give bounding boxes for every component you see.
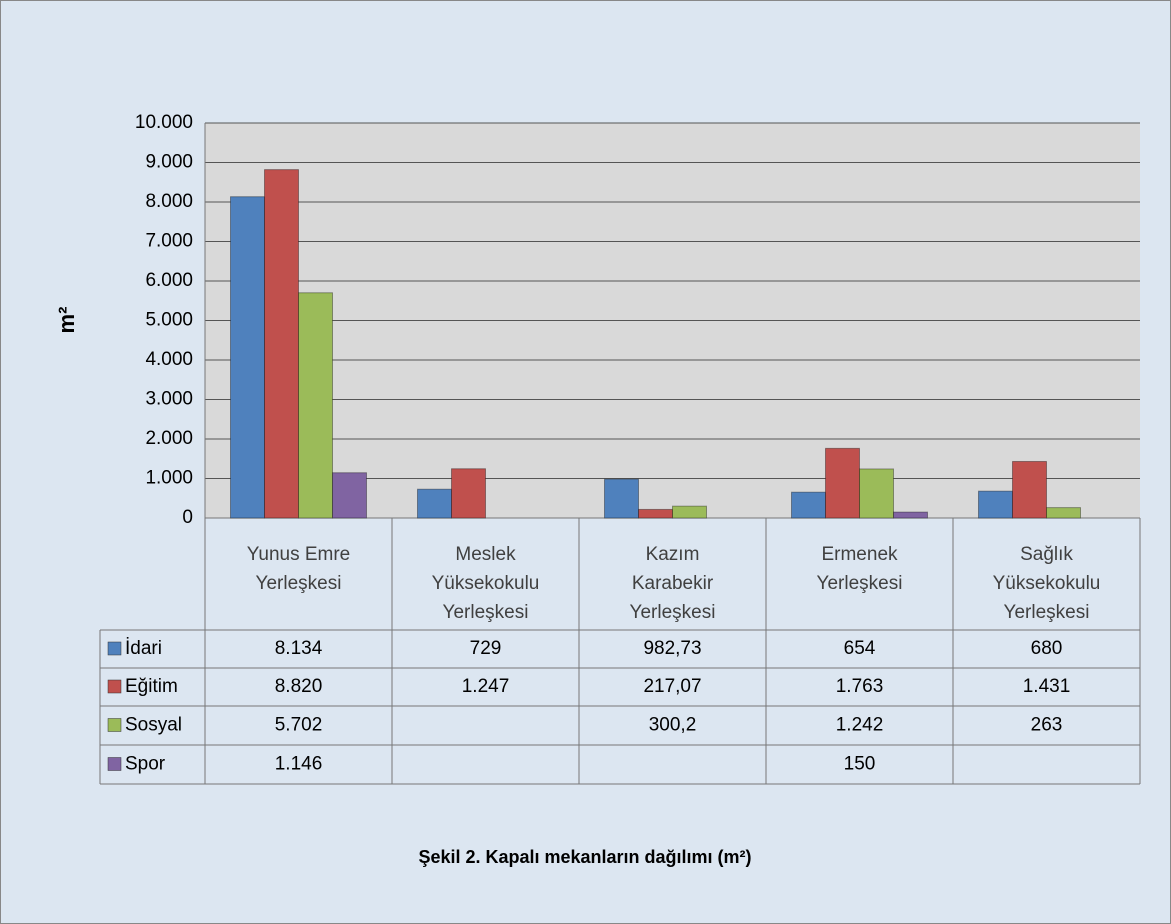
y-tick-label: 1.000 (145, 468, 193, 489)
y-tick-label: 0 (182, 507, 193, 528)
legend-label: Spor (125, 754, 166, 775)
y-tick-label: 4.000 (145, 349, 193, 370)
legend-swatch (107, 757, 122, 771)
x-tick-label: Sağlık Yüksekokulu Yerleşkesi (992, 544, 1101, 623)
y-tick-label: 2.000 (145, 428, 193, 449)
bar (230, 196, 265, 519)
bar (332, 472, 367, 519)
legend-label: Eğitim (125, 676, 178, 697)
legend-swatch (107, 641, 122, 656)
table-value: 1.763 (836, 676, 884, 697)
y-tick-label: 7.000 (145, 231, 193, 252)
y-tick-label: 3.000 (145, 389, 193, 410)
bar (672, 505, 707, 519)
bar (893, 511, 928, 519)
bar (298, 292, 333, 519)
x-tick-label: Kazım Karabekir Yerleşkesi (629, 544, 716, 623)
chart-title: Şekil 2. Kapalı mekanların dağılımı (m²) (418, 847, 751, 867)
table-value: 150 (844, 754, 876, 775)
table-value: 263 (1031, 715, 1063, 736)
x-tick-label: Yunus Emre Yerleşkesi (246, 544, 351, 594)
x-tick-label: Ermenek Yerleşkesi (816, 544, 903, 594)
x-tick-label: Meslek Yüksekokulu Yerleşkesi (431, 544, 540, 623)
bar (859, 468, 894, 519)
legend-label: Sosyal (125, 715, 182, 736)
y-tick-label: 10.000 (135, 112, 193, 133)
legend-swatch (107, 718, 122, 732)
legend-label: İdari (125, 638, 162, 659)
bar (264, 169, 299, 519)
table-value: 1.242 (836, 715, 884, 736)
table-value: 1.431 (1023, 676, 1071, 697)
y-axis-label: m² (54, 307, 79, 334)
table-value: 729 (470, 638, 502, 659)
bar (1046, 507, 1081, 519)
bar (825, 447, 860, 519)
y-tick-label: 8.000 (145, 191, 193, 212)
bar (638, 508, 673, 519)
bar (451, 468, 486, 519)
table-value: 8.820 (275, 676, 323, 697)
legend-swatch (107, 679, 122, 694)
table-value: 1.146 (275, 754, 323, 775)
y-tick-label: 9.000 (145, 152, 193, 173)
bar (604, 478, 639, 519)
table-value: 300,2 (649, 715, 697, 736)
bar (978, 490, 1013, 519)
y-tick-label: 5.000 (145, 310, 193, 331)
table-value: 654 (844, 638, 876, 659)
bar (1012, 460, 1047, 519)
table-value: 1.247 (462, 676, 510, 697)
table-value: 217,07 (643, 676, 701, 697)
table-value: 5.702 (275, 715, 323, 736)
bar (417, 488, 452, 519)
table-value: 982,73 (643, 638, 701, 659)
table-value: 8.134 (275, 638, 323, 659)
bar (791, 491, 826, 519)
table-value: 680 (1031, 638, 1063, 659)
y-tick-label: 6.000 (145, 270, 193, 291)
